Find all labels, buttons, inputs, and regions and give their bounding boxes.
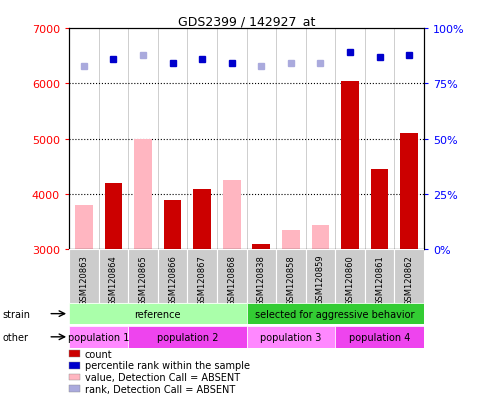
Text: population 3: population 3	[260, 332, 321, 342]
Bar	[312, 225, 329, 250]
Bar	[128, 250, 158, 304]
Bar	[282, 230, 300, 250]
Bar	[246, 326, 335, 348]
Bar	[134, 140, 152, 250]
Text: GSM120868: GSM120868	[227, 254, 236, 305]
Text: GSM120861: GSM120861	[375, 254, 384, 305]
Text: percentile rank within the sample: percentile rank within the sample	[85, 361, 250, 370]
Text: population 4: population 4	[349, 332, 410, 342]
Bar	[394, 250, 424, 304]
Text: GSM120867: GSM120867	[198, 254, 207, 305]
Text: value, Detection Call = ABSENT: value, Detection Call = ABSENT	[85, 372, 240, 382]
Bar	[365, 250, 394, 304]
Bar	[246, 250, 276, 304]
Text: other: other	[2, 332, 29, 342]
Bar	[99, 250, 128, 304]
Bar	[69, 304, 246, 324]
Text: GSM120862: GSM120862	[405, 254, 414, 305]
Text: strain: strain	[2, 309, 31, 319]
Bar	[306, 250, 335, 304]
Bar	[246, 304, 424, 324]
Text: GSM120859: GSM120859	[316, 254, 325, 305]
Bar	[193, 189, 211, 250]
Bar	[252, 244, 270, 250]
Text: GSM120866: GSM120866	[168, 254, 177, 305]
Title: GDS2399 / 142927_at: GDS2399 / 142927_at	[178, 15, 315, 28]
Bar	[400, 134, 418, 250]
Bar	[341, 81, 359, 250]
Bar	[105, 183, 122, 250]
Bar	[335, 250, 365, 304]
Text: reference: reference	[135, 309, 181, 319]
Bar	[276, 250, 306, 304]
Bar	[223, 181, 241, 250]
Text: rank, Detection Call = ABSENT: rank, Detection Call = ABSENT	[85, 384, 235, 394]
Text: GSM120838: GSM120838	[257, 254, 266, 305]
Text: population 1: population 1	[68, 332, 129, 342]
Bar	[128, 326, 246, 348]
Bar	[69, 250, 99, 304]
Bar	[75, 206, 93, 250]
Bar	[187, 250, 217, 304]
Text: GSM120858: GSM120858	[286, 254, 295, 305]
Text: selected for aggressive behavior: selected for aggressive behavior	[255, 309, 415, 319]
Text: GSM120865: GSM120865	[139, 254, 147, 305]
Bar	[69, 326, 128, 348]
Text: population 2: population 2	[157, 332, 218, 342]
Bar	[164, 200, 181, 250]
Text: GSM120860: GSM120860	[346, 254, 354, 305]
Text: count: count	[85, 349, 112, 359]
Bar	[335, 326, 424, 348]
Bar	[158, 250, 187, 304]
Bar	[217, 250, 246, 304]
Bar	[371, 170, 388, 250]
Text: GSM120863: GSM120863	[79, 254, 88, 305]
Text: GSM120864: GSM120864	[109, 254, 118, 305]
